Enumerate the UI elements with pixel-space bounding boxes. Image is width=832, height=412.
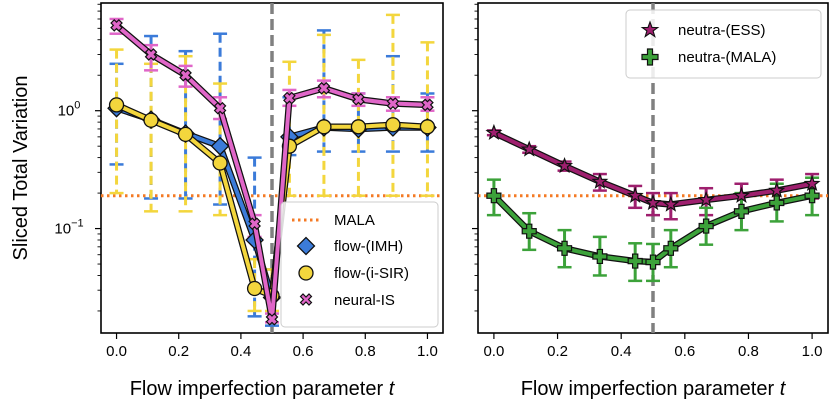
data-point-neutra-ess xyxy=(768,181,786,198)
data-point-flow-i-sir xyxy=(419,119,436,135)
legend-label-neutra-mala: neutra-(MALA) xyxy=(678,49,776,66)
right-x-tick-label: 0.4 xyxy=(611,343,632,360)
data-point-neutra-mala xyxy=(698,218,714,234)
data-point-neural-is xyxy=(317,81,331,95)
right-x-tick-label: 0.0 xyxy=(483,343,504,360)
left-x-axis-label-text: Flow imperfection parameter xyxy=(130,378,384,400)
data-point-neutra-mala xyxy=(645,254,661,270)
left-x-tick-label: 0.4 xyxy=(230,343,251,360)
data-point-flow-i-sir xyxy=(212,155,228,171)
data-point-flow-i-sir xyxy=(177,126,194,143)
legend-neutra-ess-marker-icon xyxy=(640,20,660,38)
legend-neutra-mala-marker-icon xyxy=(641,48,659,66)
data-point-neural-is xyxy=(144,48,158,61)
data-point-flow-i-sir xyxy=(246,280,263,297)
left-x-tick-label: 1.0 xyxy=(417,343,438,360)
data-point-flow-i-sir xyxy=(385,117,401,133)
data-point-neural-is xyxy=(179,68,192,82)
data-point-neutra-mala xyxy=(592,248,608,265)
legend-label-mala: MALA xyxy=(334,212,375,229)
right-x-axis-label: Flow imperfection parameter t xyxy=(521,378,787,400)
legend-neural-is-marker-icon xyxy=(299,293,313,306)
legend-label-flow-imh: flow-(IMH) xyxy=(334,238,403,255)
right-x-tick-label: 1.0 xyxy=(802,343,823,360)
legend-label-neural-is: neural-IS xyxy=(334,292,395,309)
right-x-axis-label-text: Flow imperfection parameter xyxy=(521,378,775,400)
right-legend: neutra-(ESS) neutra-(MALA) xyxy=(625,9,822,79)
data-point-neural-is xyxy=(352,92,365,106)
right-x-tick-label: 0.2 xyxy=(547,343,568,360)
legend-flow-imh-marker-icon xyxy=(296,236,316,256)
data-point-flow-i-sir xyxy=(316,119,332,135)
right-panel: Flow imperfection parameter t neutra-(ES… xyxy=(472,2,829,400)
left-panel: Sliced Total Variation Flow imperfection… xyxy=(10,2,444,400)
data-point-neutra-ess xyxy=(662,195,680,212)
legend-label-flow-isir: flow-(i-SIR) xyxy=(334,265,409,282)
data-point-neural-is xyxy=(421,98,434,112)
data-point-flow-i-sir xyxy=(350,119,367,135)
data-point-flow-i-sir xyxy=(108,97,125,113)
data-point-neutra-mala xyxy=(556,240,573,256)
data-point-neutra-mala xyxy=(733,203,750,219)
data-point-neutra-mala xyxy=(663,240,679,256)
data-point-neural-is xyxy=(248,217,261,231)
data-point-neutra-mala xyxy=(521,223,537,239)
right-x-tick-label: 0.8 xyxy=(738,343,759,360)
left-y-tick-label: 10−1 xyxy=(54,218,83,238)
left-y-tick-label: 100 xyxy=(58,100,81,120)
data-point-neural-is xyxy=(386,97,400,110)
data-point-neutra-mala xyxy=(627,253,643,269)
data-point-flow-i-sir xyxy=(143,112,159,128)
left-plot-area xyxy=(101,3,443,333)
left-y-tick-label-exponent: −1 xyxy=(71,218,84,230)
left-y-tick-label-base: 10 xyxy=(58,103,75,120)
data-point-neutra-ess xyxy=(591,172,609,189)
left-legend-box xyxy=(280,201,439,328)
left-x-tick-label: 0.6 xyxy=(293,343,314,360)
right-legend-box xyxy=(625,9,822,79)
data-point-neural-is xyxy=(213,101,227,115)
data-point-neutra-ess xyxy=(556,157,574,174)
data-point-neural-is xyxy=(110,18,123,32)
left-x-tick-label: 0.0 xyxy=(106,343,127,360)
data-point-neural-is xyxy=(283,91,296,105)
data-point-neutra-mala xyxy=(486,188,502,204)
left-x-axis-label-var: t xyxy=(389,378,396,400)
left-x-axis-label: Flow imperfection parameter t xyxy=(130,378,396,400)
data-point-neutra-ess xyxy=(520,140,538,157)
legend-label-neutra-ess: neutra-(ESS) xyxy=(678,22,766,39)
data-point-neutra-ess xyxy=(644,193,662,211)
left-y-tick-label-exponent: 0 xyxy=(74,100,80,112)
left-x-tick-label: 0.2 xyxy=(168,343,189,360)
right-x-axis-label-var: t xyxy=(780,378,787,400)
data-point-neutra-mala xyxy=(804,188,820,204)
data-point-flow-imh xyxy=(210,136,230,156)
data-point-neutra-ess xyxy=(803,174,821,191)
left-y-axis-label: Sliced Total Variation xyxy=(10,76,32,261)
left-y-tick-label-base: 10 xyxy=(54,221,71,238)
left-legend: MALA flow-(IMH) flow-(i-SIR) neural-IS xyxy=(280,201,439,328)
data-point-neutra-ess xyxy=(697,190,715,208)
legend-flow-isir-marker-icon xyxy=(298,265,314,281)
right-plot-area xyxy=(478,3,828,333)
data-point-neutra-mala xyxy=(769,195,785,211)
data-point-neutra-ess xyxy=(732,186,750,203)
data-point-neural-is xyxy=(265,312,279,326)
left-x-tick-label: 0.8 xyxy=(355,343,376,360)
data-point-neutra-ess xyxy=(485,123,503,140)
right-x-tick-label: 0.6 xyxy=(674,343,695,360)
data-point-neutra-ess xyxy=(626,186,644,203)
